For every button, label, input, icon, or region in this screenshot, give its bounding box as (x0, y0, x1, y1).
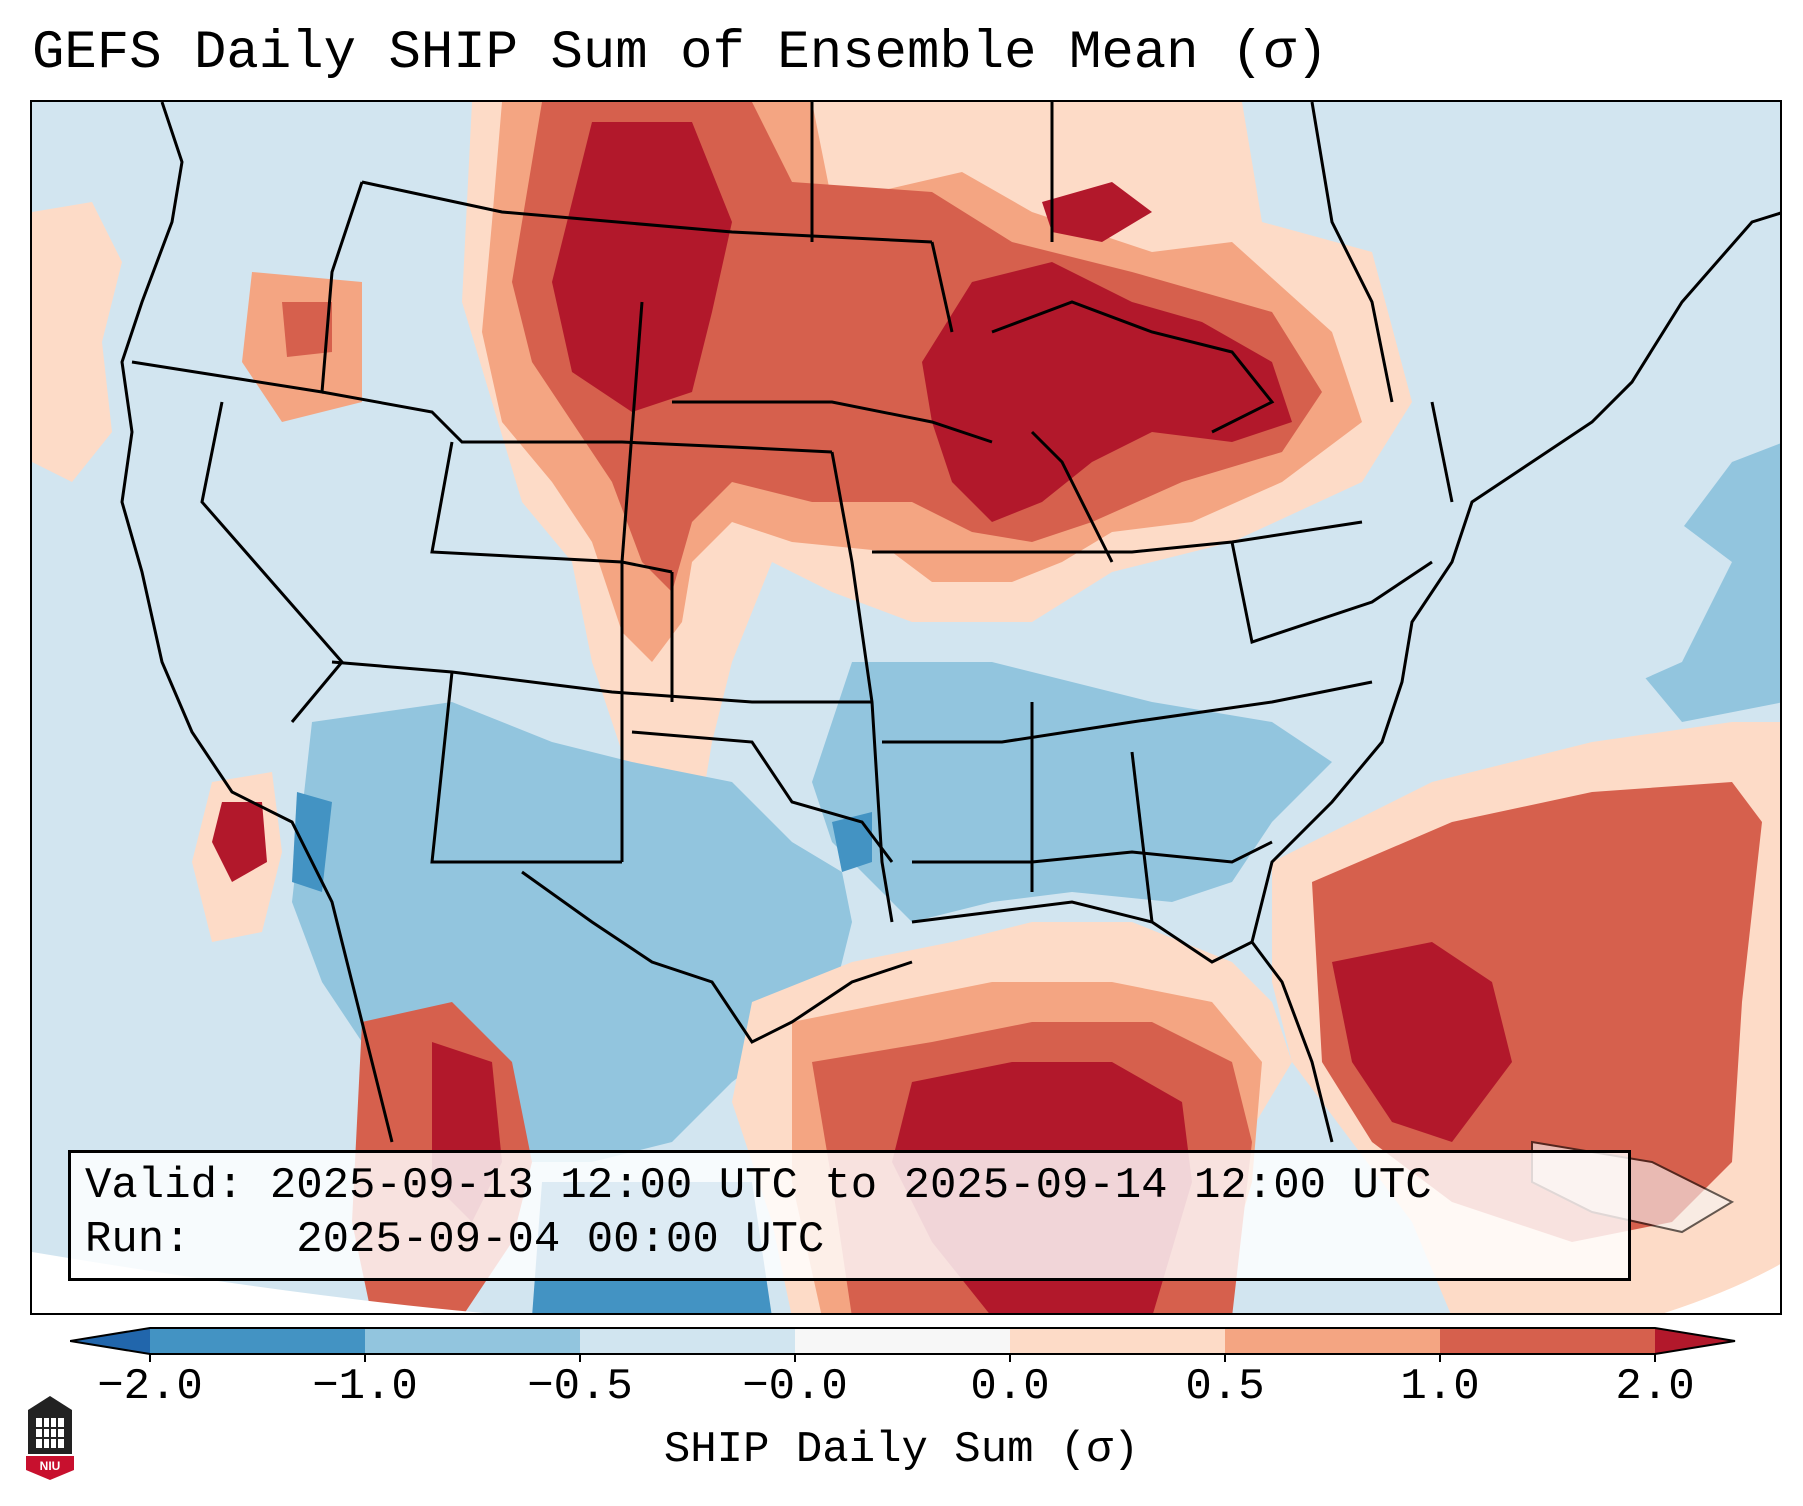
colorbar-tick: −1.0 (312, 1362, 418, 1412)
colorbar-tick: 0.0 (970, 1362, 1050, 1412)
map-panel[interactable]: Valid: 2025-09-13 12:00 UTC to 2025-09-1… (30, 100, 1782, 1315)
pacific-positive-area (32, 202, 122, 482)
valid-label: Valid: (85, 1161, 244, 1211)
colorbar-tick: 0.5 (1185, 1362, 1265, 1412)
niu-logo: NIU (26, 1396, 74, 1480)
colorbar-bin-2 (365, 1328, 580, 1354)
valid-row: Valid: 2025-09-13 12:00 UTC to 2025-09-1… (85, 1159, 1614, 1213)
valid-value: 2025-09-13 12:00 UTC to 2025-09-14 12:00… (269, 1161, 1432, 1211)
southeast-negative-area (812, 662, 1332, 922)
colorbar (70, 1327, 1736, 1362)
colorbar-over-arrow (1655, 1328, 1735, 1354)
anomaly-map (32, 102, 1780, 1313)
colorbar-bin-5 (1010, 1328, 1225, 1354)
gulf-coastline (521, 870, 913, 1044)
colorbar-tick: −0.0 (742, 1362, 848, 1412)
run-label: Run: (85, 1215, 191, 1265)
run-value: 2025-09-04 00:00 UTC (296, 1215, 825, 1265)
pacific-coastline (120, 102, 394, 1143)
colorbar-bin-3 (580, 1328, 795, 1354)
boundaries (120, 102, 1780, 1143)
colorbar-bin-6 (1225, 1328, 1440, 1354)
niu-logo-text: NIU (40, 1459, 61, 1473)
colorbar-bin-4 (795, 1328, 1010, 1354)
colorbar-tick: −0.5 (527, 1362, 633, 1412)
colorbar-tick: 2.0 (1615, 1362, 1695, 1412)
atlantic-coastline (1250, 211, 1780, 943)
colorbar-tick: 1.0 (1400, 1362, 1480, 1412)
colorbar-under-arrow (70, 1328, 150, 1354)
map-title: GEFS Daily SHIP Sum of Ensemble Mean (σ) (32, 23, 1329, 84)
colorbar-label: SHIP Daily Sum (σ) (663, 1425, 1140, 1475)
colorbar-tick: −2.0 (97, 1362, 203, 1412)
colorbar-bin-1 (150, 1328, 365, 1354)
run-info-box: Valid: 2025-09-13 12:00 UTC to 2025-09-1… (68, 1150, 1631, 1281)
great-lakes-outline (991, 300, 1275, 434)
run-row: Run: 2025-09-04 00:00 UTC (85, 1213, 1614, 1267)
colorbar-bin-7 (1440, 1328, 1655, 1354)
